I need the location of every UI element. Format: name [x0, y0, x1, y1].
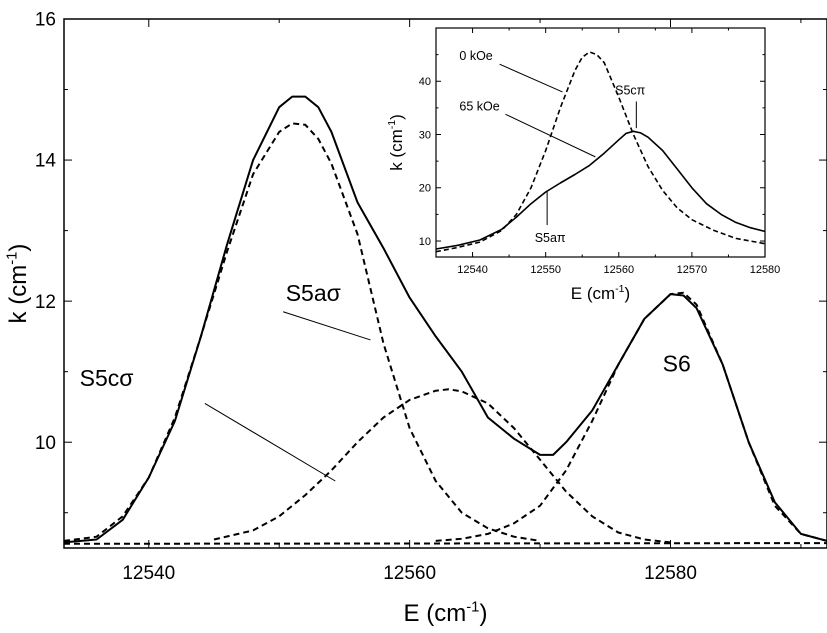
main-series-3-line: [435, 291, 827, 542]
main-y-axis-label: k (cm-1): [4, 244, 32, 324]
inset-annotation-label: S5cπ: [615, 84, 646, 98]
y-label-text: k (cm: [5, 265, 32, 324]
inset-x-axis-label: E (cm-1): [571, 283, 630, 303]
inset-annotation-pointer: [499, 63, 563, 93]
main-frame: [63, 18, 827, 549]
y-label-superscript: -1: [386, 120, 398, 130]
y-label-close: ): [387, 114, 406, 120]
inset-ytick-label: 30: [419, 129, 431, 141]
main-ytick-label: 14: [35, 151, 57, 172]
inset-annotation-label: 0 kOe: [459, 49, 492, 63]
x-label-text: E (cm: [571, 284, 615, 303]
inset-xtick-label: 12550: [530, 264, 561, 276]
inset-annotation-label: 65 kOe: [459, 100, 499, 114]
x-label-superscript: -1: [615, 283, 625, 295]
main-x-axis-label: E (cm-1): [404, 599, 488, 627]
main-xtick-label: 12560: [383, 563, 436, 584]
inset-ytick-label: 40: [419, 76, 431, 88]
inset-ytick-label: 10: [419, 236, 431, 248]
inset-y-axis-label: k (cm-1): [386, 114, 406, 171]
x-label-close: ): [479, 600, 487, 627]
main-annotation-label: S5cσ: [80, 365, 134, 391]
inset-ytick-label: 20: [419, 183, 431, 195]
x-label-superscript: -1: [466, 599, 479, 615]
y-label-text: k (cm: [387, 129, 406, 171]
main-annotation-label: S5aσ: [286, 280, 341, 306]
inset-annotation-pointer: [505, 113, 596, 158]
main-ytick-label: 12: [35, 292, 56, 313]
inset-xtick-label: 12560: [603, 264, 634, 276]
inset-xtick-label: 12540: [457, 264, 488, 276]
inset-xtick-label: 12570: [677, 264, 708, 276]
main-series-1-line: [63, 122, 541, 542]
x-label-close: ): [625, 284, 631, 303]
inset-background: [436, 28, 765, 257]
inset-annotation-label: S5aπ: [535, 231, 566, 245]
main-ytick-label: 10: [35, 433, 56, 454]
x-label-text: E (cm: [404, 600, 467, 627]
main-series-0-line: [63, 95, 827, 544]
main-xtick-label: 12540: [122, 563, 175, 584]
main-xtick-label: 12580: [644, 563, 697, 584]
y-label-superscript: -1: [4, 252, 20, 265]
inset-frame: [435, 27, 766, 258]
main-annotation-label: S6: [663, 351, 691, 377]
inset-xtick-label: 12580: [750, 264, 781, 276]
main-series-4-line: [63, 542, 827, 545]
inset-series-1-line: [435, 130, 766, 250]
main-series-2-line: [213, 388, 671, 544]
main-ytick-label: 16: [35, 10, 56, 31]
main-annotation-pointer: [204, 402, 336, 482]
main-annotation-pointer: [282, 311, 371, 341]
y-label-close: ): [5, 244, 32, 252]
